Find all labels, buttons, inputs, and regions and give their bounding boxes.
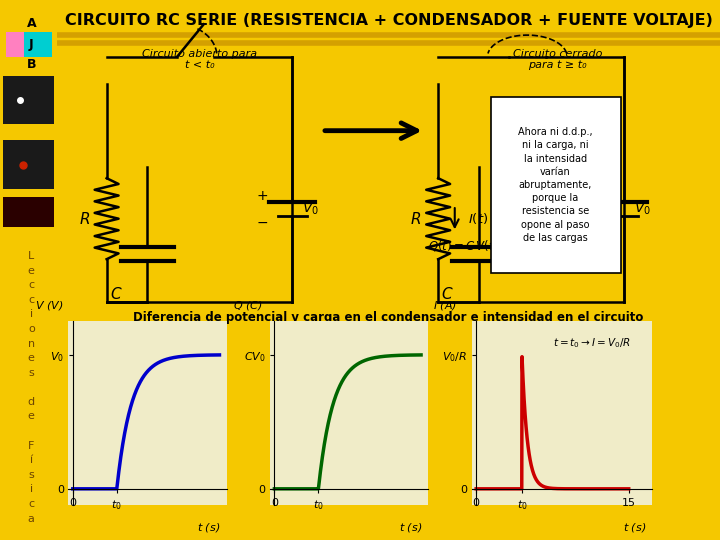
Bar <box>6 32 24 57</box>
Text: $I(t)$: $I(t)$ <box>468 211 488 226</box>
Text: A: A <box>27 17 36 30</box>
Text: s: s <box>28 470 34 480</box>
Text: e: e <box>28 411 35 422</box>
Text: $t$ (s): $t$ (s) <box>399 522 422 535</box>
Text: Diferencia de potencial y carga en el condensador e intensidad en el circuito: Diferencia de potencial y carga en el co… <box>133 310 644 323</box>
Text: c: c <box>28 295 35 305</box>
Text: −: − <box>588 215 600 230</box>
Text: $C$: $C$ <box>441 286 454 302</box>
FancyBboxPatch shape <box>490 97 621 273</box>
Text: $Q(t) = C\,V(t)$: $Q(t) = C\,V(t)$ <box>428 238 499 253</box>
Text: −: − <box>256 215 269 230</box>
Text: o: o <box>28 324 35 334</box>
Text: e: e <box>28 353 35 363</box>
Text: $R$: $R$ <box>410 211 422 227</box>
Text: a: a <box>28 514 35 524</box>
Text: $V_0$: $V_0$ <box>634 201 651 217</box>
Text: +: + <box>588 188 600 202</box>
Text: c: c <box>28 499 35 509</box>
Text: +: + <box>256 188 269 202</box>
Text: n: n <box>28 339 35 349</box>
Y-axis label: $Q$ (C): $Q$ (C) <box>233 299 263 312</box>
Text: s: s <box>28 368 34 378</box>
Text: $R$: $R$ <box>79 211 90 227</box>
Text: $V(t)$: $V(t)$ <box>492 246 515 261</box>
Y-axis label: $V$ (V): $V$ (V) <box>35 299 63 312</box>
Text: $t = t_0 \rightarrow I = V_0/R$: $t = t_0 \rightarrow I = V_0/R$ <box>553 336 631 350</box>
Text: í: í <box>30 455 33 465</box>
Bar <box>3 197 54 227</box>
Text: $t$ (s): $t$ (s) <box>623 522 647 535</box>
Text: e: e <box>28 266 35 276</box>
Text: Ahora ni d.d.p.,
ni la carga, ni
la intensidad
varían
abruptamente,
porque la
re: Ahora ni d.d.p., ni la carga, ni la inte… <box>518 127 593 243</box>
Text: $t$ (s): $t$ (s) <box>197 522 220 535</box>
Bar <box>3 76 54 124</box>
Text: d: d <box>28 397 35 407</box>
Bar <box>24 32 53 57</box>
Text: Circuito cerrado
para t ≥ t₀: Circuito cerrado para t ≥ t₀ <box>513 49 602 70</box>
Text: i: i <box>30 309 33 320</box>
Text: CIRCUITO RC SERIE (RESISTENCIA + CONDENSADOR + FUENTE VOLTAJE): CIRCUITO RC SERIE (RESISTENCIA + CONDENS… <box>65 14 712 29</box>
Text: $C$: $C$ <box>110 286 122 302</box>
Bar <box>3 140 54 189</box>
Text: Circuito abierto para
t < t₀: Circuito abierto para t < t₀ <box>142 49 257 70</box>
Text: J: J <box>29 38 34 51</box>
Text: F: F <box>28 441 35 451</box>
Text: i: i <box>30 484 33 495</box>
Text: $V_0$: $V_0$ <box>302 201 319 217</box>
Text: L: L <box>28 251 35 261</box>
Y-axis label: $I$ (A): $I$ (A) <box>433 299 456 312</box>
Text: B: B <box>27 58 36 71</box>
Text: c: c <box>28 280 35 291</box>
